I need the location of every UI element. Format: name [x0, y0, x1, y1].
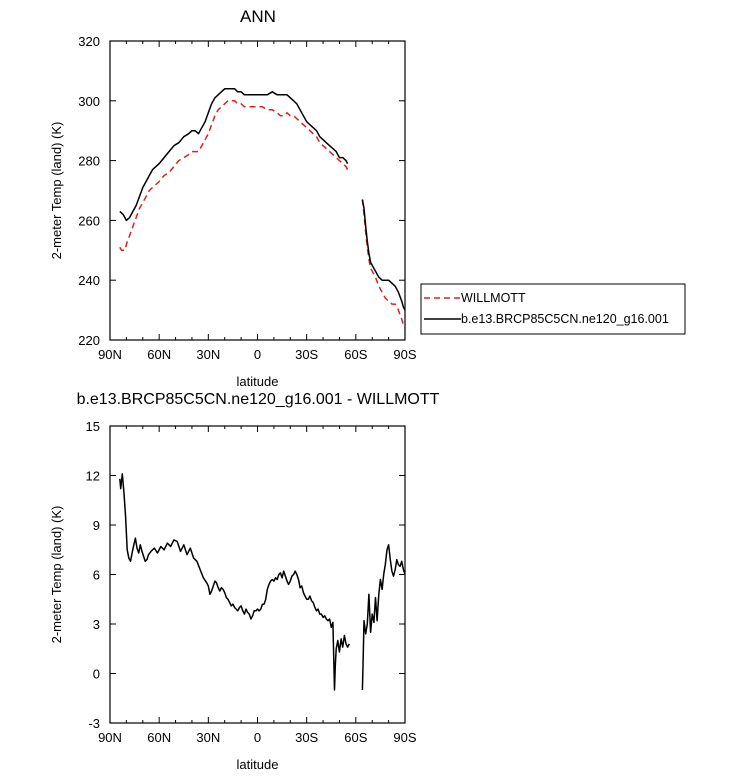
x-tick-label: 60S	[344, 730, 367, 745]
y-axis-label: 2-meter Temp (land) (K)	[49, 122, 64, 260]
y-tick-label: 9	[93, 518, 100, 533]
difference-panel: b.e13.BRCP85C5CN.ne120_g16.001 - WILLMOT…	[49, 391, 440, 772]
y-tick-label: 280	[78, 154, 100, 169]
x-tick-label: 90S	[393, 730, 416, 745]
series-line-temp-0-seg-1	[361, 199, 406, 329]
y-tick-label: 15	[86, 419, 100, 434]
x-tick-label: 0	[254, 347, 261, 362]
y-tick-label: 260	[78, 213, 100, 228]
series-line-diff-0-seg-1	[361, 544, 406, 691]
legend-label-willmott: WILLMOTT	[461, 291, 526, 305]
x-tick-label: 60S	[344, 347, 367, 362]
y-axis-label: 2-meter Temp (land) (K)	[49, 506, 64, 644]
x-tick-label: 90S	[393, 347, 416, 362]
y-tick-label: 0	[93, 667, 100, 682]
plot-area	[119, 473, 406, 691]
x-tick-label: 30S	[295, 730, 318, 745]
x-axis: 90N 60N 30N 0 30S 60S 90S	[98, 426, 417, 745]
y-tick-label: -3	[88, 716, 100, 731]
series-line-temp-1-seg-0	[119, 88, 349, 222]
x-tick-label: 90N	[98, 347, 122, 362]
plot-frame	[109, 40, 406, 341]
series-line-temp-1-seg-1	[361, 199, 406, 311]
x-tick-label: 60N	[147, 730, 171, 745]
legend: WILLMOTT b.e13.BRCP85C5CN.ne120_g16.001	[420, 283, 686, 335]
x-axis-label: latitude	[237, 374, 279, 389]
y-tick-label: 220	[78, 333, 100, 348]
y-tick-label: 320	[78, 34, 100, 49]
chart-title: ANN	[240, 7, 276, 26]
y-axis: 220 240 260 280 300 320	[78, 34, 405, 348]
chart-title: b.e13.BRCP85C5CN.ne120_g16.001 - WILLMOT…	[77, 391, 440, 408]
y-tick-label: 6	[93, 568, 100, 583]
y-tick-label: 240	[78, 273, 100, 288]
plot-area	[119, 88, 406, 329]
x-tick-label: 30N	[196, 347, 220, 362]
y-tick-label: 12	[86, 469, 100, 484]
x-tick-label: 30N	[196, 730, 220, 745]
y-tick-label: 300	[78, 94, 100, 109]
x-tick-label: 90N	[98, 730, 122, 745]
y-axis: -3 0 3 6 9 12 15	[86, 419, 405, 731]
series-line-diff-0-seg-0	[119, 473, 350, 691]
legend-label-model: b.e13.BRCP85C5CN.ne120_g16.001	[461, 312, 669, 326]
plot-frame	[109, 425, 406, 724]
x-axis-label: latitude	[237, 757, 279, 772]
legend-box	[420, 283, 686, 335]
x-axis: 90N 60N 30N 0 30S 60S 90S	[98, 41, 417, 362]
x-tick-label: 30S	[295, 347, 318, 362]
series-line-temp-0-seg-0	[119, 100, 349, 252]
x-tick-label: 0	[254, 730, 261, 745]
y-tick-label: 3	[93, 617, 100, 632]
x-tick-label: 60N	[147, 347, 171, 362]
